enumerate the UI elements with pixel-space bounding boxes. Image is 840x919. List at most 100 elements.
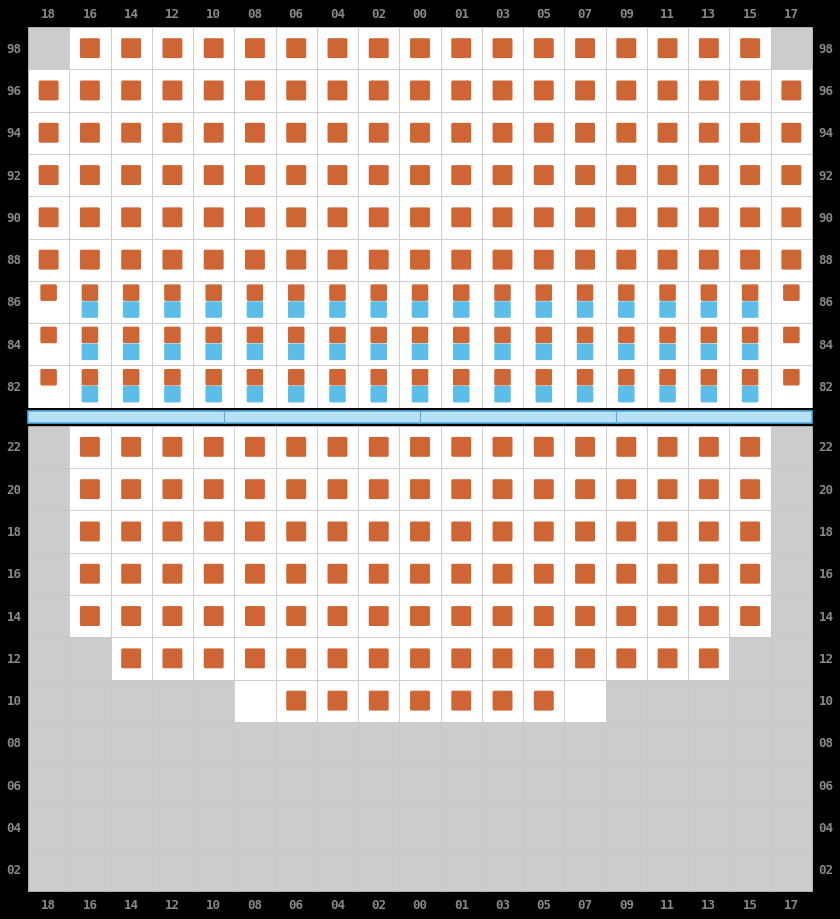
Bar (688, 849, 729, 891)
FancyBboxPatch shape (740, 250, 760, 270)
FancyBboxPatch shape (81, 327, 98, 344)
FancyBboxPatch shape (286, 209, 306, 228)
Bar (111, 112, 152, 154)
Bar (317, 112, 358, 154)
Bar (441, 197, 482, 239)
FancyBboxPatch shape (370, 302, 387, 319)
FancyBboxPatch shape (451, 209, 471, 228)
FancyBboxPatch shape (121, 480, 141, 500)
FancyBboxPatch shape (618, 327, 634, 344)
Bar (152, 807, 193, 849)
Text: 18: 18 (818, 526, 833, 539)
FancyBboxPatch shape (286, 166, 306, 186)
Bar (234, 722, 276, 765)
Bar (111, 426, 152, 469)
FancyBboxPatch shape (451, 124, 471, 143)
Bar (358, 197, 399, 239)
Bar (69, 70, 111, 112)
FancyBboxPatch shape (618, 369, 634, 386)
Bar (317, 323, 358, 366)
Bar (276, 323, 317, 366)
Bar (729, 281, 771, 323)
Text: 17: 17 (784, 899, 799, 912)
FancyBboxPatch shape (121, 564, 141, 584)
FancyBboxPatch shape (658, 437, 678, 458)
FancyBboxPatch shape (494, 345, 511, 361)
FancyBboxPatch shape (492, 691, 512, 710)
FancyBboxPatch shape (617, 607, 636, 627)
Bar (647, 765, 688, 807)
Bar (317, 722, 358, 765)
Bar (441, 849, 482, 891)
FancyBboxPatch shape (162, 437, 182, 458)
FancyBboxPatch shape (369, 564, 389, 584)
FancyBboxPatch shape (659, 285, 676, 301)
Bar (688, 553, 729, 596)
FancyBboxPatch shape (121, 437, 141, 458)
FancyBboxPatch shape (740, 480, 760, 500)
Bar (729, 849, 771, 891)
Bar (234, 426, 276, 469)
Bar (771, 323, 812, 366)
Text: 86: 86 (818, 296, 833, 309)
FancyBboxPatch shape (245, 40, 265, 59)
FancyBboxPatch shape (206, 302, 222, 319)
FancyBboxPatch shape (206, 345, 222, 361)
Bar (688, 426, 729, 469)
Bar (606, 849, 647, 891)
Bar (111, 70, 152, 112)
FancyBboxPatch shape (534, 124, 554, 143)
FancyBboxPatch shape (247, 285, 263, 301)
Bar (69, 511, 111, 553)
FancyBboxPatch shape (123, 327, 139, 344)
FancyBboxPatch shape (701, 327, 717, 344)
FancyBboxPatch shape (658, 522, 678, 542)
Bar (482, 239, 523, 281)
FancyBboxPatch shape (204, 82, 223, 101)
Bar (688, 366, 729, 408)
FancyBboxPatch shape (494, 302, 511, 319)
FancyBboxPatch shape (369, 124, 389, 143)
Bar (193, 765, 234, 807)
FancyBboxPatch shape (536, 327, 552, 344)
Bar (276, 511, 317, 553)
FancyBboxPatch shape (162, 209, 182, 228)
FancyBboxPatch shape (80, 124, 100, 143)
Bar (276, 680, 317, 722)
FancyBboxPatch shape (369, 82, 389, 101)
Bar (771, 426, 812, 469)
Bar (482, 426, 523, 469)
Text: 09: 09 (619, 899, 634, 912)
Bar (234, 469, 276, 511)
FancyBboxPatch shape (453, 302, 470, 319)
Bar (193, 807, 234, 849)
FancyBboxPatch shape (536, 369, 552, 386)
Bar (234, 70, 276, 112)
Bar (358, 596, 399, 638)
Bar (647, 426, 688, 469)
FancyBboxPatch shape (369, 166, 389, 186)
Text: 02: 02 (371, 899, 386, 912)
Bar (317, 28, 358, 70)
FancyBboxPatch shape (701, 369, 717, 386)
FancyBboxPatch shape (328, 166, 348, 186)
Bar (523, 596, 564, 638)
Text: 88: 88 (818, 254, 833, 267)
FancyBboxPatch shape (288, 302, 304, 319)
FancyBboxPatch shape (39, 209, 59, 228)
FancyBboxPatch shape (575, 40, 595, 59)
Bar (152, 323, 193, 366)
Bar (523, 281, 564, 323)
FancyBboxPatch shape (328, 522, 348, 542)
FancyBboxPatch shape (617, 40, 636, 59)
Bar (234, 28, 276, 70)
Bar (317, 849, 358, 891)
Bar (152, 511, 193, 553)
Bar (399, 722, 441, 765)
Bar (441, 366, 482, 408)
Text: 92: 92 (818, 169, 833, 182)
Bar (523, 511, 564, 553)
FancyBboxPatch shape (80, 166, 100, 186)
Text: 16: 16 (82, 899, 97, 912)
FancyBboxPatch shape (162, 564, 182, 584)
